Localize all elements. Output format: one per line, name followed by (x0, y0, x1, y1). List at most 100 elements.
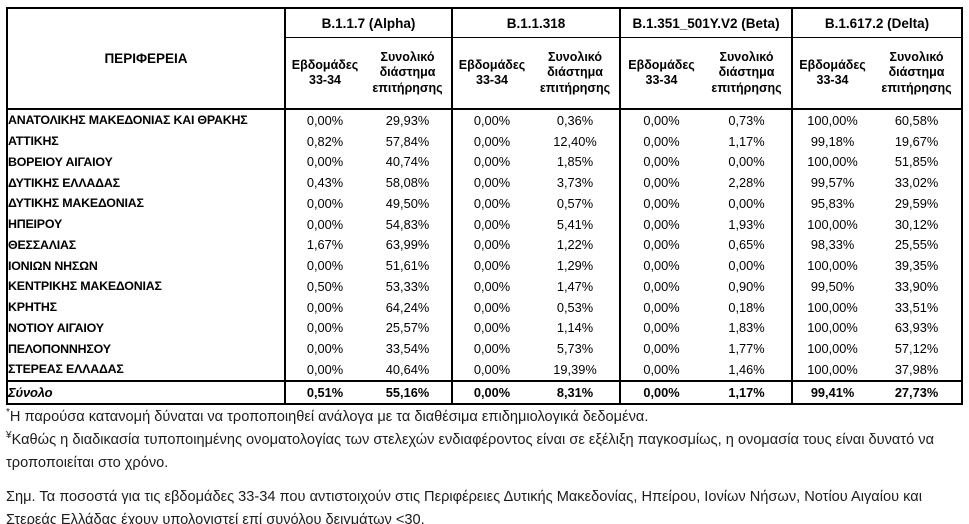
subheader-total: Συνολικό διάστημα επιτήρησης (364, 37, 452, 110)
value-cell: 0,00% (451, 296, 531, 318)
table-row: ΚΡΗΤΗΣ 0,00% 64,24% 0,00% 0,53% 0,00% 0,18% 100… (7, 296, 962, 318)
value-cell: 0,00% (284, 338, 364, 359)
subheader-weeks: Εβδομάδες 33-34 (284, 37, 364, 110)
value-cell: 1,17% (728, 133, 765, 149)
value-cell: 0,50% (284, 276, 364, 297)
region-cell: ΚΡΗΤΗΣ (8, 300, 57, 315)
note-samples-line2: Στερεάς Ελλάδας έχουν υπολογιστεί επί συ… (6, 512, 425, 524)
region-cell: ΗΠΕΙΡΟΥ (8, 217, 63, 232)
value-cell: 64,24% (385, 299, 430, 315)
subheader-total: Συνολικό διάστημα επιτήρησης (872, 37, 963, 110)
value-cell: 29,93% (385, 112, 430, 128)
table-row: ΙΟΝΙΩΝ ΝΗΣΩΝ 0,00% 51,61% 0,00% 1,29% 0,00% 0,… (7, 255, 962, 276)
value-cell: 57,84% (385, 133, 430, 149)
table-body: ΑΝΑΤΟΛΙΚΗΣ ΜΑΚΕΔΟΝΙΑΣ ΚΑΙ ΘΡΑΚΗΣ 0,00% 29,… (7, 109, 963, 404)
variant-header-beta: B.1.351_501Y.V2 (Beta) (619, 8, 793, 38)
total-row: Σύνολο 0,51% 55,16% 0,00% 8,31% 0,00% 1,17% 99,… (7, 379, 963, 404)
value-cell: 100,00% (791, 338, 873, 359)
value-cell: 33,90% (894, 278, 939, 294)
value-cell: 0,00% (284, 151, 364, 173)
value-cell: 0,00% (728, 154, 765, 170)
value-cell: 0,51% (284, 379, 364, 404)
footnote-marker-yen: ¥ (6, 430, 12, 442)
value-cell: 0,00% (451, 213, 531, 235)
region-cell: ΔΥΤΙΚΗΣ ΜΑΚΕΔΟΝΙΑΣ (8, 196, 144, 211)
value-cell: 1,47% (556, 278, 594, 294)
value-cell: 33,02% (894, 175, 939, 191)
value-cell: 99,18% (791, 130, 873, 152)
value-cell: 0,00% (451, 359, 531, 381)
value-cell: 63,99% (385, 237, 430, 253)
region-cell: ΝΟΤΙΟΥ ΑΙΓΑΙΟΥ (8, 320, 104, 335)
value-cell: 100,00% (791, 151, 873, 173)
value-cell: 100,00% (791, 213, 873, 235)
value-cell: 19,39% (553, 361, 597, 377)
value-cell: 0,00% (284, 255, 364, 276)
value-cell: 53,33% (385, 278, 430, 294)
region-cell: ΒΟΡΕΙΟΥ ΑΙΓΑΙΟΥ (8, 154, 113, 169)
value-cell: 5,73% (556, 341, 594, 357)
value-cell: 100,00% (791, 359, 873, 381)
value-cell: 1,22% (556, 237, 594, 253)
value-cell: 98,33% (791, 234, 873, 256)
value-cell: 0,00% (451, 151, 531, 173)
subheader-row: Εβδομάδες 33-34 Συνολικό διάστημα επιτήρ… (7, 37, 963, 110)
table-row: ΝΟΤΙΟΥ ΑΙΓΑΙΟΥ 0,00% 25,57% 0,00% 1,14% 0,00%… (7, 317, 962, 339)
value-cell: 0,00% (451, 193, 531, 214)
value-cell: 3,73% (556, 175, 594, 191)
value-cell: 0,00% (619, 359, 703, 381)
value-cell: 0,00% (728, 195, 765, 211)
value-cell: 0,00% (451, 109, 531, 131)
value-cell: 0,18% (728, 299, 765, 315)
value-cell: 1,67% (284, 234, 364, 256)
table-row: ΘΕΣΣΑΛΙΑΣ 1,67% 63,99% 0,00% 1,22% 0,00% 0,65%… (7, 234, 962, 256)
value-cell: 1,83% (728, 320, 765, 336)
value-cell: 0,00% (284, 213, 364, 235)
value-cell: 100,00% (791, 109, 873, 131)
value-cell: 0,00% (451, 255, 531, 276)
region-cell: ΔΥΤΙΚΗΣ ΕΛΛΑΔΑΣ (8, 175, 120, 190)
value-cell: 0,57% (556, 195, 594, 211)
value-cell: 0,65% (728, 237, 765, 253)
footnote-nomenclature-line2: τροποποιείται στο χρόνο. (6, 455, 169, 471)
value-cell: 55,16% (364, 379, 452, 404)
value-cell: 0,00% (619, 130, 703, 152)
value-cell: 40,74% (385, 154, 430, 170)
value-cell: 100,00% (791, 296, 873, 318)
value-cell: 0,00% (451, 234, 531, 256)
value-cell: 1,93% (728, 216, 765, 232)
value-cell: 0,00% (284, 296, 364, 318)
value-cell: 0,00% (728, 258, 765, 274)
footnote-distribution-text: Η παρούσα κατανομή δύναται να τροποποιηθ… (9, 409, 649, 425)
value-cell: 37,98% (894, 361, 939, 377)
value-cell: 2,28% (728, 175, 765, 191)
region-cell: Σύνολο (7, 379, 285, 404)
table-row: ΔΥΤΙΚΗΣ ΕΛΛΑΔΑΣ 0,43% 58,08% 0,00% 3,73% 0,00… (7, 172, 962, 193)
variants-table: ΠΕΡΙΦΕΡΕΙΑ B.1.1.7 (Alpha) B.1.1.318 B.1… (6, 7, 964, 405)
value-cell: 0,00% (451, 379, 531, 404)
value-cell: 0,00% (619, 296, 703, 318)
value-cell: 63,93% (894, 320, 939, 336)
value-cell: 0,00% (619, 172, 703, 193)
value-cell: 60,58% (894, 112, 939, 128)
value-cell: 0,53% (556, 299, 594, 315)
region-cell: ΠΕΛΟΠΟΝΝΗΣΟΥ (8, 341, 111, 356)
value-cell: 19,67% (894, 133, 939, 149)
value-cell: 39,35% (894, 258, 939, 274)
value-cell: 100,00% (791, 255, 873, 276)
value-cell: 0,00% (284, 109, 364, 131)
value-cell: 95,83% (791, 193, 873, 214)
value-cell: 51,61% (385, 258, 430, 274)
value-cell: 0,00% (619, 379, 703, 404)
table-row: ΗΠΕΙΡΟΥ 0,00% 54,83% 0,00% 5,41% 0,00% 1,93% 10… (7, 213, 962, 235)
value-cell: 0,00% (619, 213, 703, 235)
subheader-weeks: Εβδομάδες 33-34 (619, 37, 703, 110)
value-cell: 1,46% (728, 361, 765, 377)
value-cell: 1,77% (728, 341, 765, 357)
region-cell: ΘΕΣΣΑΛΙΑΣ (8, 237, 77, 252)
value-cell: 0,00% (451, 317, 531, 339)
subheader-total: Συνολικό διάστημα επιτήρησης (702, 37, 793, 110)
variant-header-alpha: B.1.1.7 (Alpha) (284, 8, 452, 38)
value-cell: 0,90% (728, 278, 765, 294)
note-samples-line1: Σημ. Τα ποσοστά για τις εβδομάδες 33-34 … (6, 489, 922, 505)
